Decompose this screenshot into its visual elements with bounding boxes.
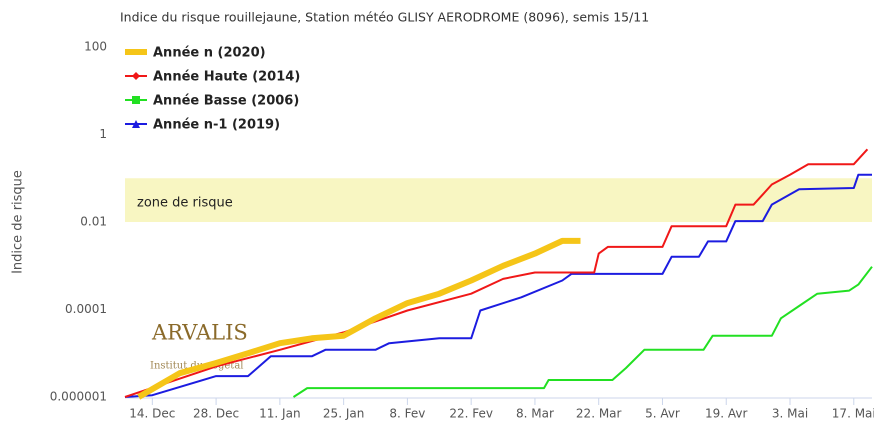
logo-name: ARVALIS	[151, 321, 248, 345]
x-tick-label: 22. Fev	[449, 407, 493, 421]
y-tick-label: 1	[99, 127, 107, 141]
x-tick-label: 17. Mai	[832, 407, 874, 421]
y-tick-label: 0.000001	[50, 390, 107, 404]
legend-label: Année n-1 (2019)	[153, 118, 280, 133]
risk-zone	[125, 178, 872, 222]
legend-marker	[132, 72, 140, 80]
x-tick-label: 3. Mai	[772, 407, 808, 421]
y-tick-label: 100	[84, 40, 107, 54]
x-tick-label: 28. Dec	[193, 407, 239, 421]
series-line	[124, 173, 872, 398]
x-tick-label: 25. Jan	[323, 407, 364, 421]
chart-title: Indice du risque rouillejaune, Station m…	[120, 10, 649, 25]
y-tick-label: 0.01	[80, 215, 107, 229]
series-line	[292, 266, 873, 398]
x-tick-label: 8. Fev	[389, 407, 425, 421]
risk-zone-label: zone de risque	[137, 196, 233, 211]
x-tick-label: 11. Jan	[259, 407, 300, 421]
x-tick-label: 22. Mar	[576, 407, 622, 421]
legend-label: Année Haute (2014)	[153, 70, 300, 85]
y-tick-label: 0.0001	[65, 302, 107, 316]
series-line	[137, 237, 581, 400]
x-tick-label: 19. Avr	[705, 407, 748, 421]
x-tick-label: 8. Mar	[516, 407, 554, 421]
legend-label: Année n (2020)	[153, 46, 266, 61]
y-axis-label: Indice de risque	[11, 170, 26, 274]
legend-label: Année Basse (2006)	[153, 94, 299, 109]
x-tick-label: 5. Avr	[645, 407, 680, 421]
legend-marker	[132, 96, 140, 104]
x-tick-label: 14. Dec	[129, 407, 175, 421]
legend-marker	[132, 120, 140, 128]
